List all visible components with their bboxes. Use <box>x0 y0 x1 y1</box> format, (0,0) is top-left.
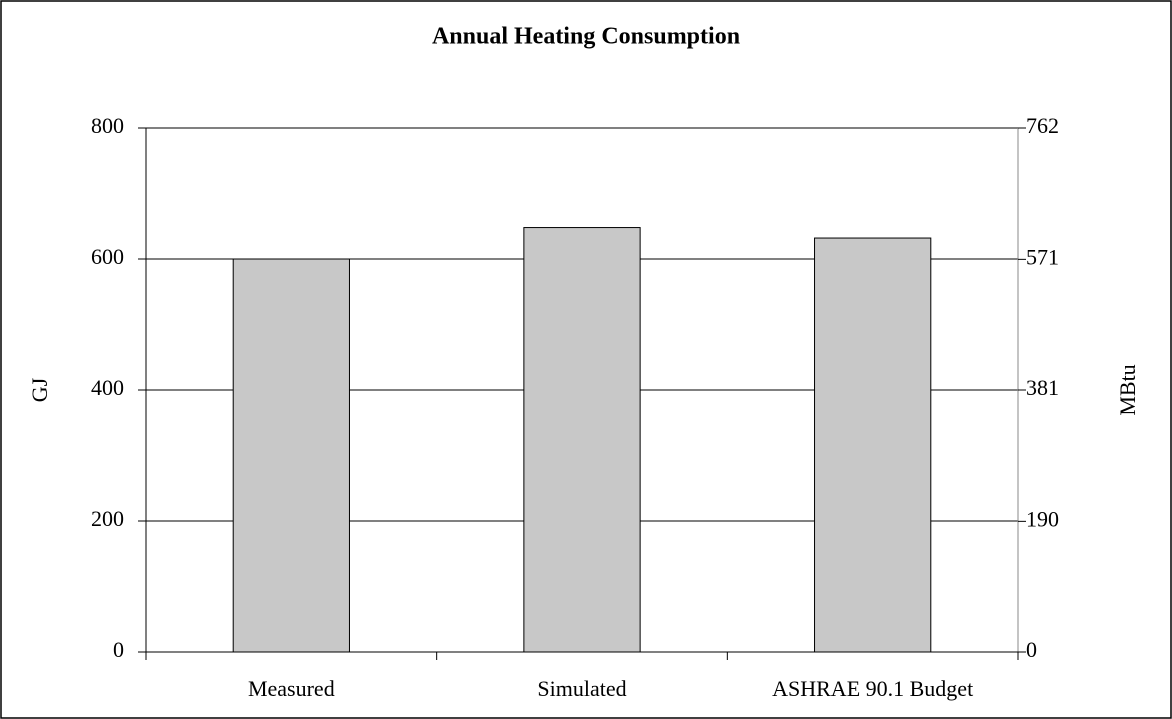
y2-tick-label: 0 <box>1026 637 1037 662</box>
chart-title: Annual Heating Consumption <box>432 24 740 50</box>
bar <box>523 227 641 653</box>
x-tick-label: ASHRAE 90.1 Budget <box>772 676 973 701</box>
y-tick-label: 800 <box>91 113 124 138</box>
y-tick-label: 600 <box>91 244 124 269</box>
y-axis-label: GJ <box>27 377 52 402</box>
y-tick-label: 200 <box>91 506 124 531</box>
bar <box>814 237 932 653</box>
y2-tick-label: 762 <box>1026 113 1059 138</box>
y-tick-label: 400 <box>91 375 124 400</box>
x-tick-label: Measured <box>248 676 335 701</box>
y2-tick-label: 190 <box>1026 506 1059 531</box>
y2-axis-label: MBtu <box>1115 364 1140 415</box>
bar <box>232 258 350 653</box>
y2-tick-label: 381 <box>1026 375 1059 400</box>
y2-tick-label: 571 <box>1026 244 1059 269</box>
y-tick-label: 0 <box>113 637 124 662</box>
x-tick-label: Simulated <box>537 676 626 701</box>
